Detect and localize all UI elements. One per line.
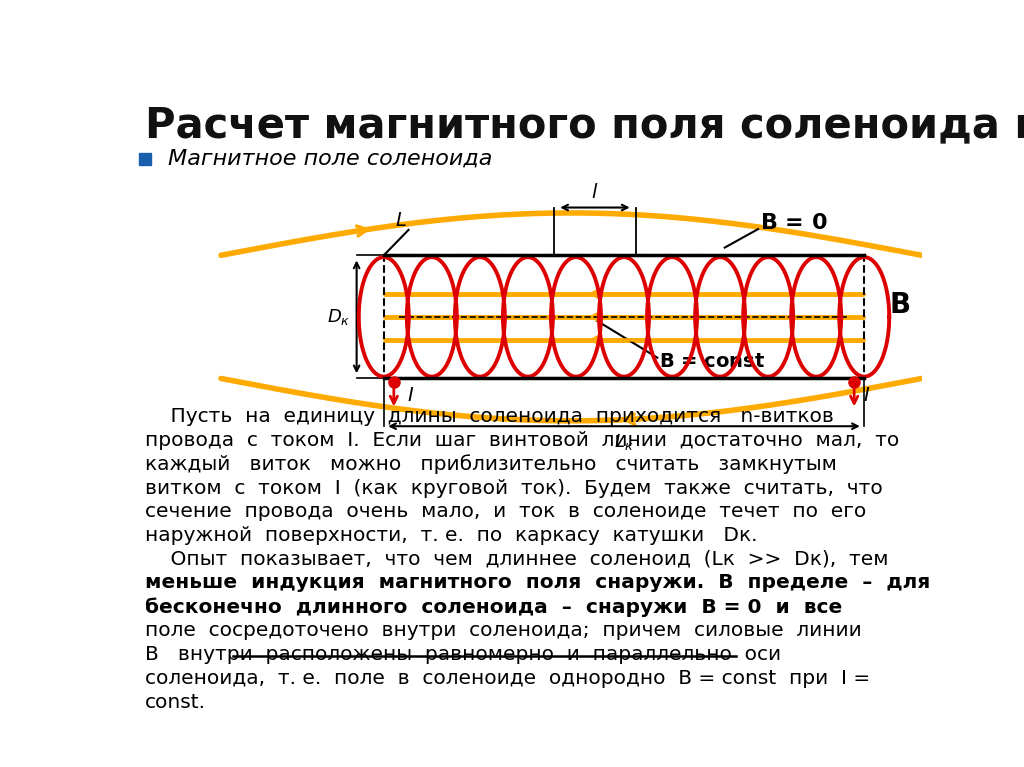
Text: $\mathbf{B}$ = const: $\mathbf{B}$ = const bbox=[658, 352, 765, 371]
Bar bbox=[384, 255, 864, 378]
Text: Пусть  на  единицу  длины  соленоида  приходится   n-витков: Пусть на единицу длины соленоида приходи… bbox=[145, 407, 834, 426]
Text: $\mathbf{B}$ = 0: $\mathbf{B}$ = 0 bbox=[760, 213, 827, 233]
Text: $I$: $I$ bbox=[862, 386, 870, 405]
Text: Расчет магнитного поля соленоида и тороида: Расчет магнитного поля соленоида и торои… bbox=[145, 105, 1024, 147]
Text: $D_к$: $D_к$ bbox=[327, 307, 350, 327]
Text: Опыт  показывает,  что  чем  длиннее  соленоид  (Lк  >>  Dк),  тем: Опыт показывает, что чем длиннее соленои… bbox=[145, 549, 889, 568]
Text: $L$: $L$ bbox=[395, 211, 408, 230]
Text: $L_к$: $L_к$ bbox=[614, 433, 634, 453]
Text: соленоида,  т. е.  поле  в  соленоиде  однородно  B = const  при  I =: соленоида, т. е. поле в соленоиде одноро… bbox=[145, 669, 870, 688]
Text: $l$: $l$ bbox=[591, 183, 599, 202]
Text: меньше  индукция  магнитного  поля  снаружи.  В  пределе  –  для: меньше индукция магнитного поля снаружи.… bbox=[145, 573, 930, 592]
Text: поле  сосредоточено  внутри  соленоида;  причем  силовые  линии: поле сосредоточено внутри соленоида; при… bbox=[145, 621, 862, 640]
Text: наружной  поверхности,  т. е.  по  каркасу  катушки   Dк.: наружной поверхности, т. е. по каркасу к… bbox=[145, 526, 758, 545]
Text: витком  с  током  I  (как  круговой  ток).  Будем  также  считать,  что: витком с током I (как круговой ток). Буд… bbox=[145, 479, 883, 498]
Text: бесконечно  длинного  соленоида  –  снаружи  B = 0  и  все: бесконечно длинного соленоида – снаружи … bbox=[145, 597, 843, 617]
Text: B   внутри  расположены  равномерно  и  параллельно  оси: B внутри расположены равномерно и паралл… bbox=[145, 645, 781, 664]
Text: провода  с  током  I.  Если  шаг  винтовой  линии  достаточно  мал,  то: провода с током I. Если шаг винтовой лин… bbox=[145, 431, 899, 449]
Text: каждый   виток   можно   приблизительно   считать   замкнутым: каждый виток можно приблизительно считат… bbox=[145, 455, 837, 474]
Text: сечение  провода  очень  мало,  и  ток  в  соленоиде  течет  по  его: сечение провода очень мало, и ток в соле… bbox=[145, 502, 866, 522]
Text: const.: const. bbox=[145, 693, 206, 712]
Text: $I$: $I$ bbox=[407, 386, 415, 405]
Text: Магнитное поле соленоида: Магнитное поле соленоида bbox=[168, 149, 493, 169]
Text: $\mathbf{B}$: $\mathbf{B}$ bbox=[889, 291, 910, 319]
